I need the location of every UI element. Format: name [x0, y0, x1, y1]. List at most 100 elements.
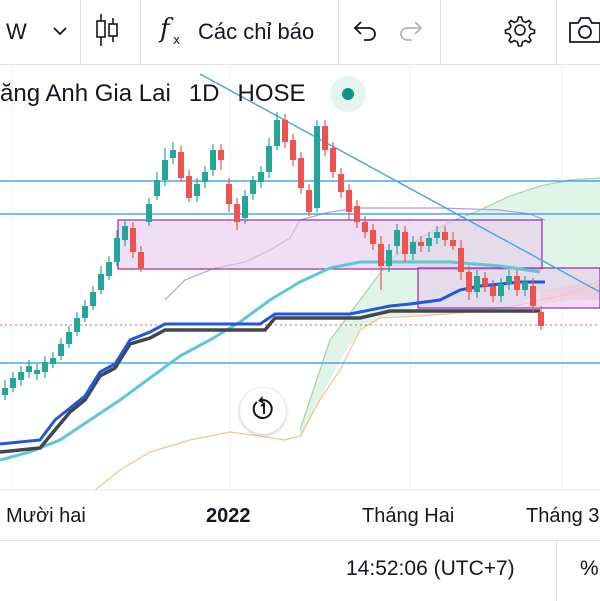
candle-body	[266, 146, 272, 172]
candle-body	[258, 172, 264, 182]
candle-body	[426, 238, 432, 246]
candle-body	[474, 276, 480, 292]
candle-body	[226, 184, 232, 204]
function-fx-icon: f x	[158, 13, 186, 52]
candle-body	[250, 180, 256, 194]
candle-body	[522, 282, 528, 290]
undo-button[interactable]	[352, 0, 380, 64]
toolbar-divider	[140, 0, 141, 64]
candle-body	[90, 292, 96, 306]
candle-body	[458, 248, 464, 272]
bottom-divider	[556, 541, 557, 601]
candle-body	[106, 262, 112, 276]
candle-body	[154, 180, 160, 196]
candle-body	[482, 278, 488, 286]
screenshot-button[interactable]	[568, 0, 600, 64]
candle-body	[290, 140, 296, 160]
toolbar-divider	[440, 0, 441, 64]
candle-body	[450, 240, 456, 246]
settings-button[interactable]	[502, 0, 542, 64]
candle-body	[530, 286, 536, 306]
chart-type-button[interactable]	[94, 0, 124, 64]
candle-body	[170, 150, 176, 158]
candle-body	[58, 344, 64, 356]
candle-body	[162, 160, 168, 180]
candle-body	[74, 318, 80, 332]
candle-body	[322, 126, 328, 150]
kijun-line	[0, 309, 540, 454]
market-status-icon	[329, 76, 366, 112]
candle-body	[194, 184, 200, 196]
ichimoku-cloud	[300, 178, 600, 440]
candle-body	[186, 176, 192, 198]
redo-button[interactable]	[398, 0, 426, 64]
candle-body	[466, 272, 472, 292]
candle-body	[298, 158, 304, 188]
time-label-december: Mười hai	[6, 505, 86, 527]
candle-body	[362, 222, 368, 232]
chevron-down-icon	[53, 23, 67, 41]
candle-body	[506, 276, 512, 284]
candle-body	[354, 206, 360, 222]
candle-body	[10, 378, 16, 388]
svg-text:f: f	[158, 14, 174, 44]
indicators-label: Các chỉ báo	[198, 19, 315, 44]
candle-body	[234, 204, 240, 222]
candle-body	[130, 228, 136, 252]
candles-group	[2, 112, 544, 400]
moving-average	[0, 260, 541, 462]
candle-body	[18, 372, 24, 380]
time-label-2022: 2022	[206, 505, 251, 527]
indicators-button[interactable]: f x Các chỉ báo	[158, 0, 328, 64]
undo-icon	[352, 18, 378, 47]
candle-body	[514, 276, 520, 290]
candle-body	[66, 332, 72, 344]
candle-body	[442, 232, 448, 240]
candle-body	[394, 230, 400, 246]
candle-body	[410, 242, 416, 254]
candle-body	[314, 126, 320, 208]
candle-body	[386, 250, 392, 266]
clock-display[interactable]: 14:52:06 (UTC+7)	[346, 557, 515, 580]
toolbar-divider	[338, 0, 339, 64]
candle-body	[50, 358, 56, 364]
time-label-march: Tháng 3	[526, 505, 599, 527]
candle-body	[34, 370, 40, 374]
candle-body	[538, 312, 544, 326]
candle-body	[82, 306, 88, 318]
candle-body	[2, 388, 8, 395]
candle-body	[346, 190, 352, 212]
price-chart[interactable]: Mười hai 2022 Tháng Hai Tháng 3	[0, 64, 600, 540]
symbol-name: ăng Anh Gia Lai	[0, 80, 171, 107]
camera-icon	[568, 15, 600, 50]
candle-body	[402, 232, 408, 254]
legend-exchange: HOSE	[237, 80, 306, 107]
reset-chart-button[interactable]	[240, 388, 286, 434]
candle-body	[218, 150, 224, 160]
candle-body	[418, 242, 424, 246]
svg-text:x: x	[173, 33, 180, 47]
candle-body	[434, 232, 440, 238]
interval-selector[interactable]: W	[6, 0, 70, 64]
supply-zone	[117, 219, 543, 270]
candle-body	[26, 366, 32, 372]
reset-rotate-icon	[249, 395, 277, 428]
candle-body	[138, 252, 144, 268]
candle-body	[114, 238, 120, 262]
candle-body	[498, 284, 504, 296]
candle-body	[202, 172, 208, 182]
gear-icon	[502, 12, 538, 53]
candle-body	[306, 190, 312, 212]
candle-body	[330, 148, 336, 172]
bottom-bar: 14:52:06 (UTC+7) %	[0, 540, 600, 601]
candle-body	[242, 196, 248, 218]
symbol-legend[interactable]: ăng Anh Gia Lai 1D HOSE	[0, 76, 384, 112]
candle-body	[42, 362, 48, 372]
percent-scale-toggle[interactable]: %	[580, 557, 599, 580]
candle-body	[122, 226, 128, 240]
candle-body	[210, 150, 216, 170]
candle-body	[98, 274, 104, 290]
candle-body	[282, 120, 288, 142]
candle-body	[146, 204, 152, 222]
candle-body	[338, 174, 344, 192]
